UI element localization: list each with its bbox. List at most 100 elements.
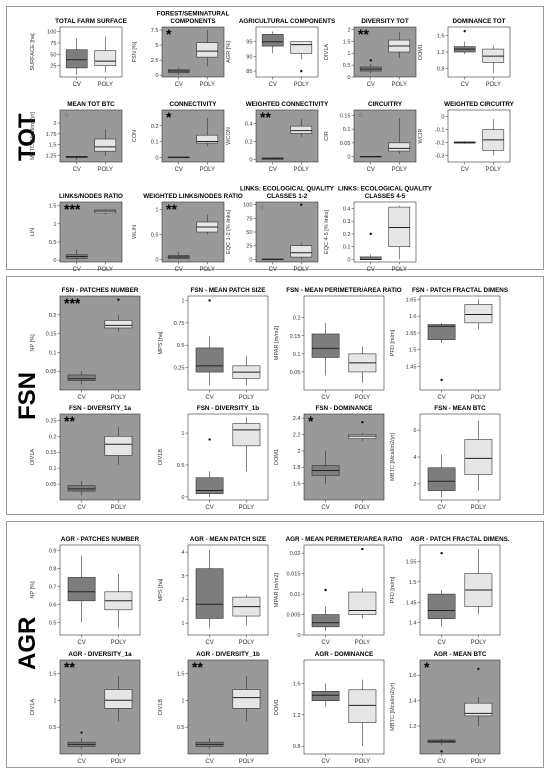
x-tick-label: POLY <box>239 640 255 646</box>
box <box>427 324 456 340</box>
x-tick-label: POLY <box>199 267 215 273</box>
box <box>232 689 261 709</box>
box <box>311 691 340 702</box>
x-tick-label: CV <box>175 267 183 273</box>
y-tick-label: 2 <box>53 121 56 127</box>
y-tick-label: 1 <box>181 621 184 627</box>
boxplot-chart: AGR - MEAN PERIMETER/AREA RATIO 0 0.005 0.0… <box>274 536 403 646</box>
outlier-point <box>440 378 443 382</box>
boxplot-chart: WEIGHTED CONNECTIVITY 0 0.2 0.4 WCON CV POLY ** <box>226 101 329 173</box>
significance-stars: * <box>166 109 172 125</box>
y-tick-label: 1.55 <box>406 559 417 565</box>
box <box>464 304 493 324</box>
outlier-point <box>300 69 303 73</box>
y-tick-label: 0.4 <box>343 206 351 212</box>
chart-title: AGR - PATCH FRACTAL DIMENS. <box>410 536 509 543</box>
y-axis-label: MBTC [Mcal/m2/yr] <box>390 683 396 731</box>
boxplot-chart: DIVERSITY TOT 0 0.5 1 1.5 2 DIV1A CV POLY ** <box>324 18 417 88</box>
y-axis-label: MPS [ha] <box>158 578 164 601</box>
x-tick-label: CV <box>73 267 81 273</box>
outlier-point <box>300 203 303 206</box>
x-tick-label: POLY <box>293 167 309 173</box>
y-tick-label: -0.1 <box>435 128 445 134</box>
x-tick-label: POLY <box>239 505 255 511</box>
y-tick-label: 25 <box>50 64 56 70</box>
y-tick-label: 0.5 <box>49 725 57 731</box>
plot-panel <box>59 659 141 755</box>
y-tick-label: 1.55 <box>406 331 417 337</box>
box <box>464 702 493 717</box>
outlier-point <box>208 438 211 441</box>
y-tick-label: 1.4 <box>409 699 417 705</box>
x-tick-label: CV <box>367 267 375 273</box>
y-tick-label: 0.15 <box>340 113 351 119</box>
y-tick-label: 5 <box>155 43 158 49</box>
y-tick-label: 1.2 <box>293 713 301 719</box>
x-tick-label: POLY <box>199 82 215 88</box>
y-axis-label: MPS [ha] <box>158 331 164 354</box>
boxplot-chart: MEAN TOT BTC 1.25 1.5 1.75 2 MBTC [Mcal/m2/yr… <box>30 101 123 173</box>
box <box>94 138 117 152</box>
y-tick-label: 0.01 <box>290 592 301 598</box>
y-tick-label: 1 <box>53 698 56 704</box>
x-tick-label: POLY <box>471 759 487 765</box>
y-tick-label: 1.5 <box>49 204 57 210</box>
x-tick-label: POLY <box>485 82 501 88</box>
y-axis-label: DIV1A <box>30 699 36 715</box>
boxplot-chart: WEIGHTED CIRCUITRY -0.3 -0.2 -0.1 0 WCIR CV POL… <box>418 101 515 173</box>
chart-title: AGR - DIVERSITY_1a <box>68 651 132 658</box>
outlier-point <box>369 232 372 236</box>
box <box>104 320 133 329</box>
box <box>464 439 493 475</box>
outlier-point <box>361 547 364 551</box>
y-tick-label: 2.2 <box>293 432 301 438</box>
y-tick-label: 25 <box>246 244 252 250</box>
x-tick-label: CV <box>175 167 183 173</box>
boxplot-chart: AGR - MEAN BTC 1.2 1.4 1.6 MBTC [Mcal/m2/yr]… <box>390 651 501 765</box>
plot-panel <box>161 26 225 78</box>
chart-title: AGR - MEAN BTC <box>434 651 487 658</box>
significance-stars: * <box>260 201 266 217</box>
box <box>67 374 96 381</box>
y-tick-label: 0.15 <box>46 332 57 338</box>
outlier-point <box>117 298 120 301</box>
boxplot-chart: FSN - DOMINANCE 1.6 1.8 2 2.2 2.4 DOM1 CV POLY * <box>274 405 385 511</box>
chart-title: CLASSES 4-5 <box>365 193 406 200</box>
y-tick-label: 1 <box>53 222 56 228</box>
x-tick-label: POLY <box>111 395 127 401</box>
y-tick-label: -0.3 <box>435 154 445 160</box>
boxplot-chart: AGR - DIVERSITY_1b 0.5 1 1.5 DIV1B CV POLY ** <box>158 651 269 765</box>
box <box>261 34 284 47</box>
y-tick-label: 1 <box>181 698 184 704</box>
y-tick-label: 0.8 <box>293 744 301 750</box>
y-tick-label: 2 <box>347 27 350 33</box>
x-tick-label: CV <box>205 640 213 646</box>
box <box>348 689 377 723</box>
x-tick-label: CV <box>73 167 81 173</box>
y-axis-label: SURFACE [ha] <box>30 33 36 71</box>
y-tick-label: 0.2 <box>151 124 159 130</box>
y-tick-label: 2.4 <box>293 416 301 422</box>
y-tick-label: 6 <box>413 428 416 434</box>
x-tick-label: CV <box>175 82 183 88</box>
outlier-point <box>80 731 83 734</box>
chart-title: DOMINANCE TOT <box>452 18 505 25</box>
boxplot-chart: CIRCUITRY 0 0.05 0.1 0.15 CIR CV POLY * <box>324 101 417 173</box>
chart-title: AGR - DOMINANCE <box>315 651 373 658</box>
y-tick-label: 0.2 <box>343 232 351 238</box>
significance-stars: ** <box>192 659 203 675</box>
y-tick-label: 95 <box>246 40 252 46</box>
y-tick-label: -0.2 <box>435 141 445 147</box>
y-tick-label: 0.1 <box>49 350 57 356</box>
boxplot-chart: FSN - DIVERSITY_1a 0.05 0.1 0.15 0.2 0.25 DIV1… <box>30 405 141 511</box>
y-tick-label: 0.5 <box>177 343 185 349</box>
y-tick-label: 0.1 <box>293 352 301 358</box>
x-tick-label: CV <box>77 505 85 511</box>
box <box>195 347 224 373</box>
outlier-point <box>361 420 364 424</box>
y-tick-label: 0.1 <box>343 127 351 133</box>
box <box>195 568 224 619</box>
y-axis-label: DOM1 <box>418 44 424 60</box>
y-tick-label: 0.05 <box>46 369 57 375</box>
x-tick-label: CV <box>437 759 445 765</box>
